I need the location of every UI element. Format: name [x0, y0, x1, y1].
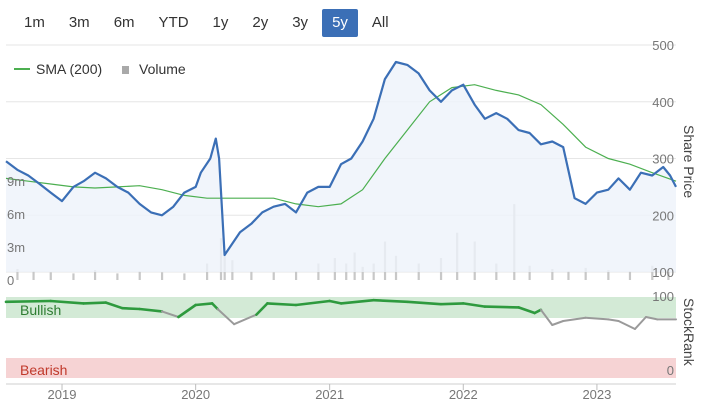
volume-legend-swatch: [122, 66, 129, 74]
stockrank-segment: [104, 301, 124, 310]
volume-bar: [49, 272, 52, 280]
stockrank-segment: [255, 302, 269, 316]
price-area: [6, 62, 676, 272]
volume-bar: [93, 270, 97, 280]
volume-bar: [116, 273, 119, 280]
volume-bar: [667, 269, 670, 280]
stockrank-segment: [607, 318, 620, 322]
range-button-1y[interactable]: 1y: [212, 14, 229, 31]
stockrank-axis-title: StockRank: [681, 298, 697, 367]
volume-bar: [567, 271, 570, 280]
stockrank-segment: [539, 308, 554, 326]
bullish-band: [6, 297, 676, 318]
volume-tick-label: 9m: [7, 174, 25, 189]
stockrank-segment: [439, 302, 465, 306]
volume-legend-label[interactable]: Volume: [139, 61, 186, 77]
price-tick-label: 300: [652, 152, 674, 167]
stockrank-segment: [533, 308, 543, 315]
volume-tick-label: 6m: [7, 207, 25, 222]
x-tick-label: 2021: [315, 387, 344, 402]
volume-bar: [250, 271, 253, 280]
stockrank-tick-label: 0: [667, 363, 674, 378]
price-tick-label: 100: [652, 265, 674, 280]
stockrank-tick-label: 100: [652, 289, 674, 304]
range-button-5y[interactable]: 5y: [322, 9, 358, 37]
stockrank-segment: [584, 316, 610, 321]
x-tick-label: 2022: [449, 387, 478, 402]
volume-bar: [138, 271, 141, 280]
price-line[interactable]: [5, 60, 677, 257]
sma-legend-label[interactable]: SMA (200): [36, 61, 102, 77]
volume-bar: [16, 269, 19, 280]
volume-bar: [551, 269, 554, 280]
volume-bar: [72, 273, 75, 280]
stockrank-segment: [177, 303, 197, 319]
range-button-ytd[interactable]: YTD: [158, 14, 189, 31]
volume-bar: [607, 270, 610, 280]
stockrank-segment: [233, 313, 258, 326]
range-button-1m[interactable]: 1m: [24, 14, 45, 31]
bullish-label: Bullish: [20, 302, 61, 318]
volume-bar: [361, 266, 364, 280]
stockrank-segment: [49, 299, 85, 305]
range-button-3m[interactable]: 3m: [68, 14, 90, 31]
stockrank-segment: [194, 302, 214, 307]
price-axis-title: Share Price: [681, 125, 697, 198]
stockrank-segment: [483, 305, 520, 309]
range-selector: 1m 3m 6m YTD 1y 2y 3y 5y All: [14, 9, 403, 37]
volume-bar: [651, 265, 654, 280]
price-tick-label: 200: [652, 208, 674, 223]
volume-bar: [628, 271, 632, 280]
volume-bar: [584, 267, 587, 280]
volume-bar: [294, 271, 298, 280]
stockrank-segment: [294, 299, 331, 307]
stockrank-segment: [633, 316, 647, 330]
stockrank-segment: [617, 320, 636, 330]
x-tick-label: 2023: [582, 387, 611, 402]
range-button-3y[interactable]: 3y: [292, 14, 309, 31]
stockrank-segment: [644, 316, 659, 321]
x-tick-label: 2019: [48, 387, 77, 402]
stockrank-segment: [405, 300, 443, 306]
price-panel: [5, 60, 677, 272]
range-button-2y[interactable]: 2y: [252, 14, 269, 31]
stockrank-segment: [339, 298, 375, 305]
stockrank-panel: Bullish Bearish: [4, 297, 677, 378]
stockrank-segment: [121, 306, 141, 311]
range-button-all[interactable]: All: [371, 14, 389, 31]
stockrank-segment: [210, 302, 219, 311]
stockrank-segment: [160, 310, 180, 318]
x-tick-label: 2020: [181, 387, 210, 402]
stockrank-segment: [517, 306, 536, 315]
volume-bar: [32, 271, 35, 280]
stockrank-segment: [138, 307, 164, 313]
bearish-band: [6, 358, 676, 378]
legend[interactable]: SMA (200) Volume: [14, 61, 186, 77]
axes: 100 200 300 400 500 0 3m 6m 9m 2019 2020 2021 2022 20…: [6, 38, 697, 402]
stockrank-segment: [328, 299, 343, 305]
volume-tick-label: 3m: [7, 240, 25, 255]
bearish-label: Bearish: [20, 362, 67, 378]
stockrank-segment: [562, 316, 587, 322]
stockrank-segment: [372, 298, 409, 304]
stockrank-segment: [461, 302, 487, 308]
stockrank-segment: [82, 301, 108, 305]
price-tick-label: 500: [652, 38, 674, 53]
price-tick-label: 400: [652, 95, 674, 110]
stockrank-segment: [216, 308, 236, 326]
stockrank-segment: [551, 320, 565, 326]
volume-tick-label: 0: [7, 273, 14, 288]
volume-bar: [183, 273, 186, 280]
range-button-6m[interactable]: 6m: [113, 14, 135, 31]
volume-bar: [528, 265, 531, 280]
stockrank-segment: [4, 299, 52, 304]
volume-bar: [160, 272, 164, 280]
stockrank-segment: [266, 302, 298, 307]
volume-bar: [272, 272, 275, 280]
